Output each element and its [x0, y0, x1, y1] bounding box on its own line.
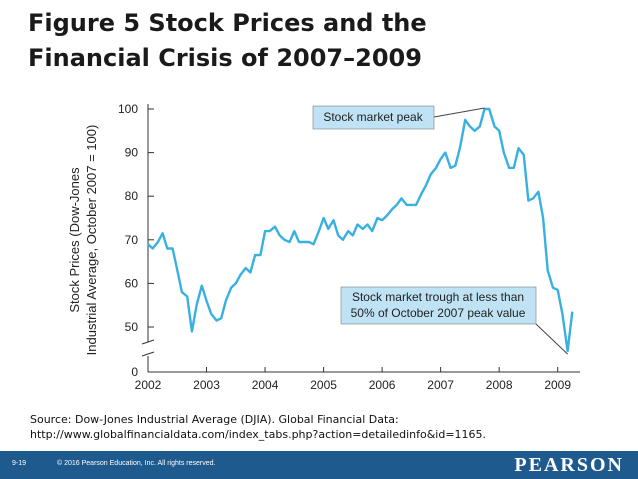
title-line-1: Figure 5 Stock Prices and the: [28, 9, 427, 37]
x-tick-label: 2006: [369, 378, 396, 392]
y-tick-label: 50: [125, 320, 139, 334]
callout-leader-line: [535, 323, 568, 355]
x-tick-label: 2007: [427, 378, 454, 392]
x-tick-label: 2004: [252, 378, 279, 392]
slide-title: Figure 5 Stock Prices and the Financial …: [28, 6, 618, 76]
y-axis-title: Stock Prices (Dow-Jones Industrial Averag…: [67, 125, 99, 356]
title-line-2: Financial Crisis of 2007–2009: [28, 44, 422, 72]
y-tick-label: 60: [125, 276, 139, 290]
y-axis-break-mark: [141, 351, 155, 357]
y-tick-label: 100: [118, 102, 138, 116]
source-line-1: Source: Dow-Jones Industrial Average (DJ…: [30, 413, 399, 426]
copyright-text: © 2016 Pearson Education, Inc. All right…: [57, 460, 216, 467]
chart-annotations: Stock market peak Stock market trough at …: [312, 105, 568, 355]
stock-price-chart: 0 50 60 70 80 90 100 2002 2003 2004 2005 2006 2007 20…: [67, 102, 580, 392]
footer-bar: 9-19 © 2016 Pearson Education, Inc. All …: [0, 451, 638, 479]
chart-plot-area: [147, 107, 574, 353]
chart-axes: [141, 104, 580, 373]
source-line-2: http://www.globalfinancialdata.com/index…: [30, 428, 487, 441]
callout-trough-text: 50% of October 2007 peak value: [351, 306, 526, 320]
y-axis-title-line: Stock Prices (Dow-Jones: [67, 167, 82, 313]
source-note: Source: Dow-Jones Industrial Average (DJ…: [30, 412, 486, 442]
chart-labels: Stock Prices (Dow-Jones Industrial Averag…: [67, 125, 99, 356]
callout-trough-text: Stock market trough at less than: [352, 290, 524, 304]
x-tick-label: 2003: [193, 378, 220, 392]
y-tick-label: 70: [125, 233, 139, 247]
slide-number: 9-19: [12, 460, 27, 467]
y-tick-label: 0: [131, 365, 138, 379]
callout-box: [312, 105, 435, 130]
x-tick-label: 2009: [544, 378, 571, 392]
callout-peak-text: Stock market peak: [323, 110, 423, 124]
x-tick-label: 2002: [135, 378, 162, 392]
callout-leader-line: [433, 107, 485, 118]
y-tick-label: 80: [125, 189, 139, 203]
y-axis-break-mark: [141, 339, 155, 345]
pearson-logo: PEARSON: [514, 454, 624, 476]
djia-series-line: [147, 107, 574, 353]
x-tick-label: 2008: [486, 378, 513, 392]
chart-ticks: 0 50 60 70 80 90 100 2002 2003 2004 2005 2006 2007 20…: [118, 102, 571, 392]
x-tick-label: 2005: [310, 378, 337, 392]
y-tick-label: 90: [125, 146, 139, 160]
y-axis-title-line: Industrial Average, October 2007 = 100): [84, 125, 99, 356]
callout-box: [340, 286, 537, 325]
